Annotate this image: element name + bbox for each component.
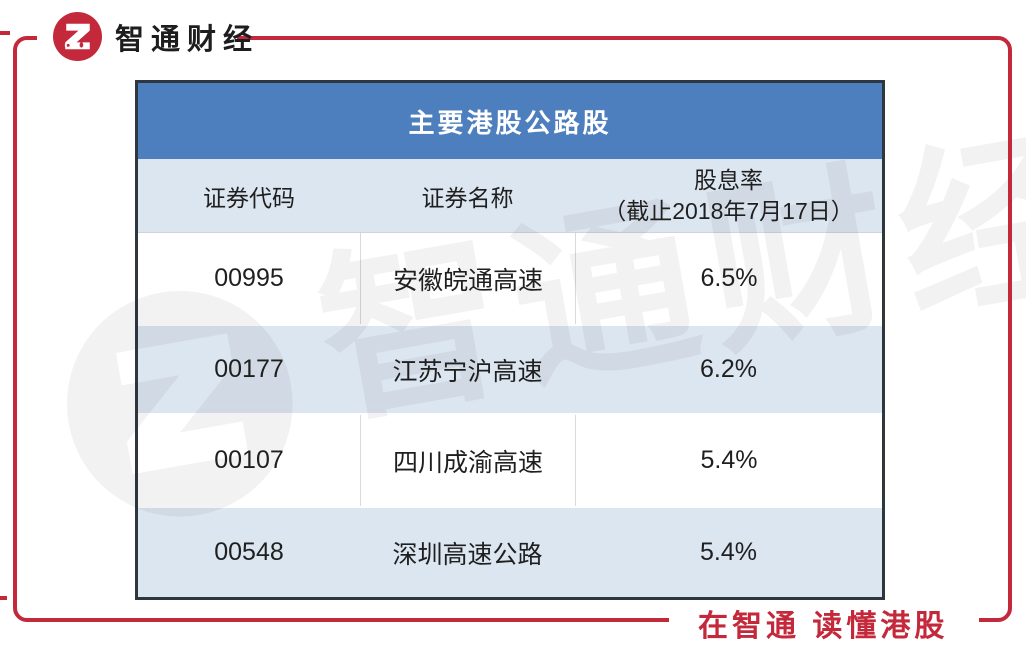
table-row: 00548 深圳高速公路 5.4% bbox=[138, 506, 882, 597]
stock-code-cell: 00995 bbox=[214, 264, 284, 292]
column-header-yield-sublabel: （截止2018年7月17日） bbox=[603, 197, 854, 224]
zhitong-logo-icon bbox=[53, 12, 102, 61]
stock-code-cell: 00177 bbox=[214, 355, 284, 383]
column-header-yield: 股息率 （截止2018年7月17日） bbox=[575, 159, 882, 232]
stocks-table: 主要港股公路股 证券代码 证券名称 股息率 （截止2018年7月17日） 009… bbox=[135, 80, 885, 600]
left-edge-crop-mark bbox=[0, 31, 10, 35]
column-header-name: 证券名称 bbox=[421, 184, 514, 211]
stock-name-cell: 四川成渝高速 bbox=[360, 415, 575, 506]
footer-slogan: 在智通 读懂港股 bbox=[698, 610, 949, 643]
left-edge-crop-mark bbox=[0, 596, 7, 600]
table-row: 00177 江苏宁沪高速 6.2% bbox=[138, 324, 882, 415]
dividend-yield-cell: 6.2% bbox=[700, 355, 757, 383]
table-title: 主要港股公路股 bbox=[138, 83, 882, 159]
column-header-yield-label: 股息率 bbox=[694, 166, 763, 193]
stock-code-cell: 00107 bbox=[214, 446, 284, 474]
dividend-yield-cell: 6.5% bbox=[575, 233, 882, 324]
brand-header: 智通财经 bbox=[53, 12, 259, 61]
dividend-yield-cell: 5.4% bbox=[700, 538, 757, 566]
brand-name: 智通财经 bbox=[115, 23, 260, 56]
table-header-row: 证券代码 证券名称 股息率 （截止2018年7月17日） bbox=[138, 159, 882, 233]
stock-name-cell: 深圳高速公路 bbox=[392, 540, 543, 569]
dividend-yield-cell: 5.4% bbox=[575, 415, 882, 506]
stock-name-cell: 江苏宁沪高速 bbox=[392, 357, 543, 386]
stock-name-cell: 安徽皖通高速 bbox=[360, 233, 575, 324]
column-header-code: 证券代码 bbox=[203, 184, 295, 211]
stock-code-cell: 00548 bbox=[214, 538, 284, 566]
table-row: 00995 安徽皖通高速 6.5% bbox=[138, 233, 882, 324]
table-row: 00107 四川成渝高速 5.4% bbox=[138, 415, 882, 506]
